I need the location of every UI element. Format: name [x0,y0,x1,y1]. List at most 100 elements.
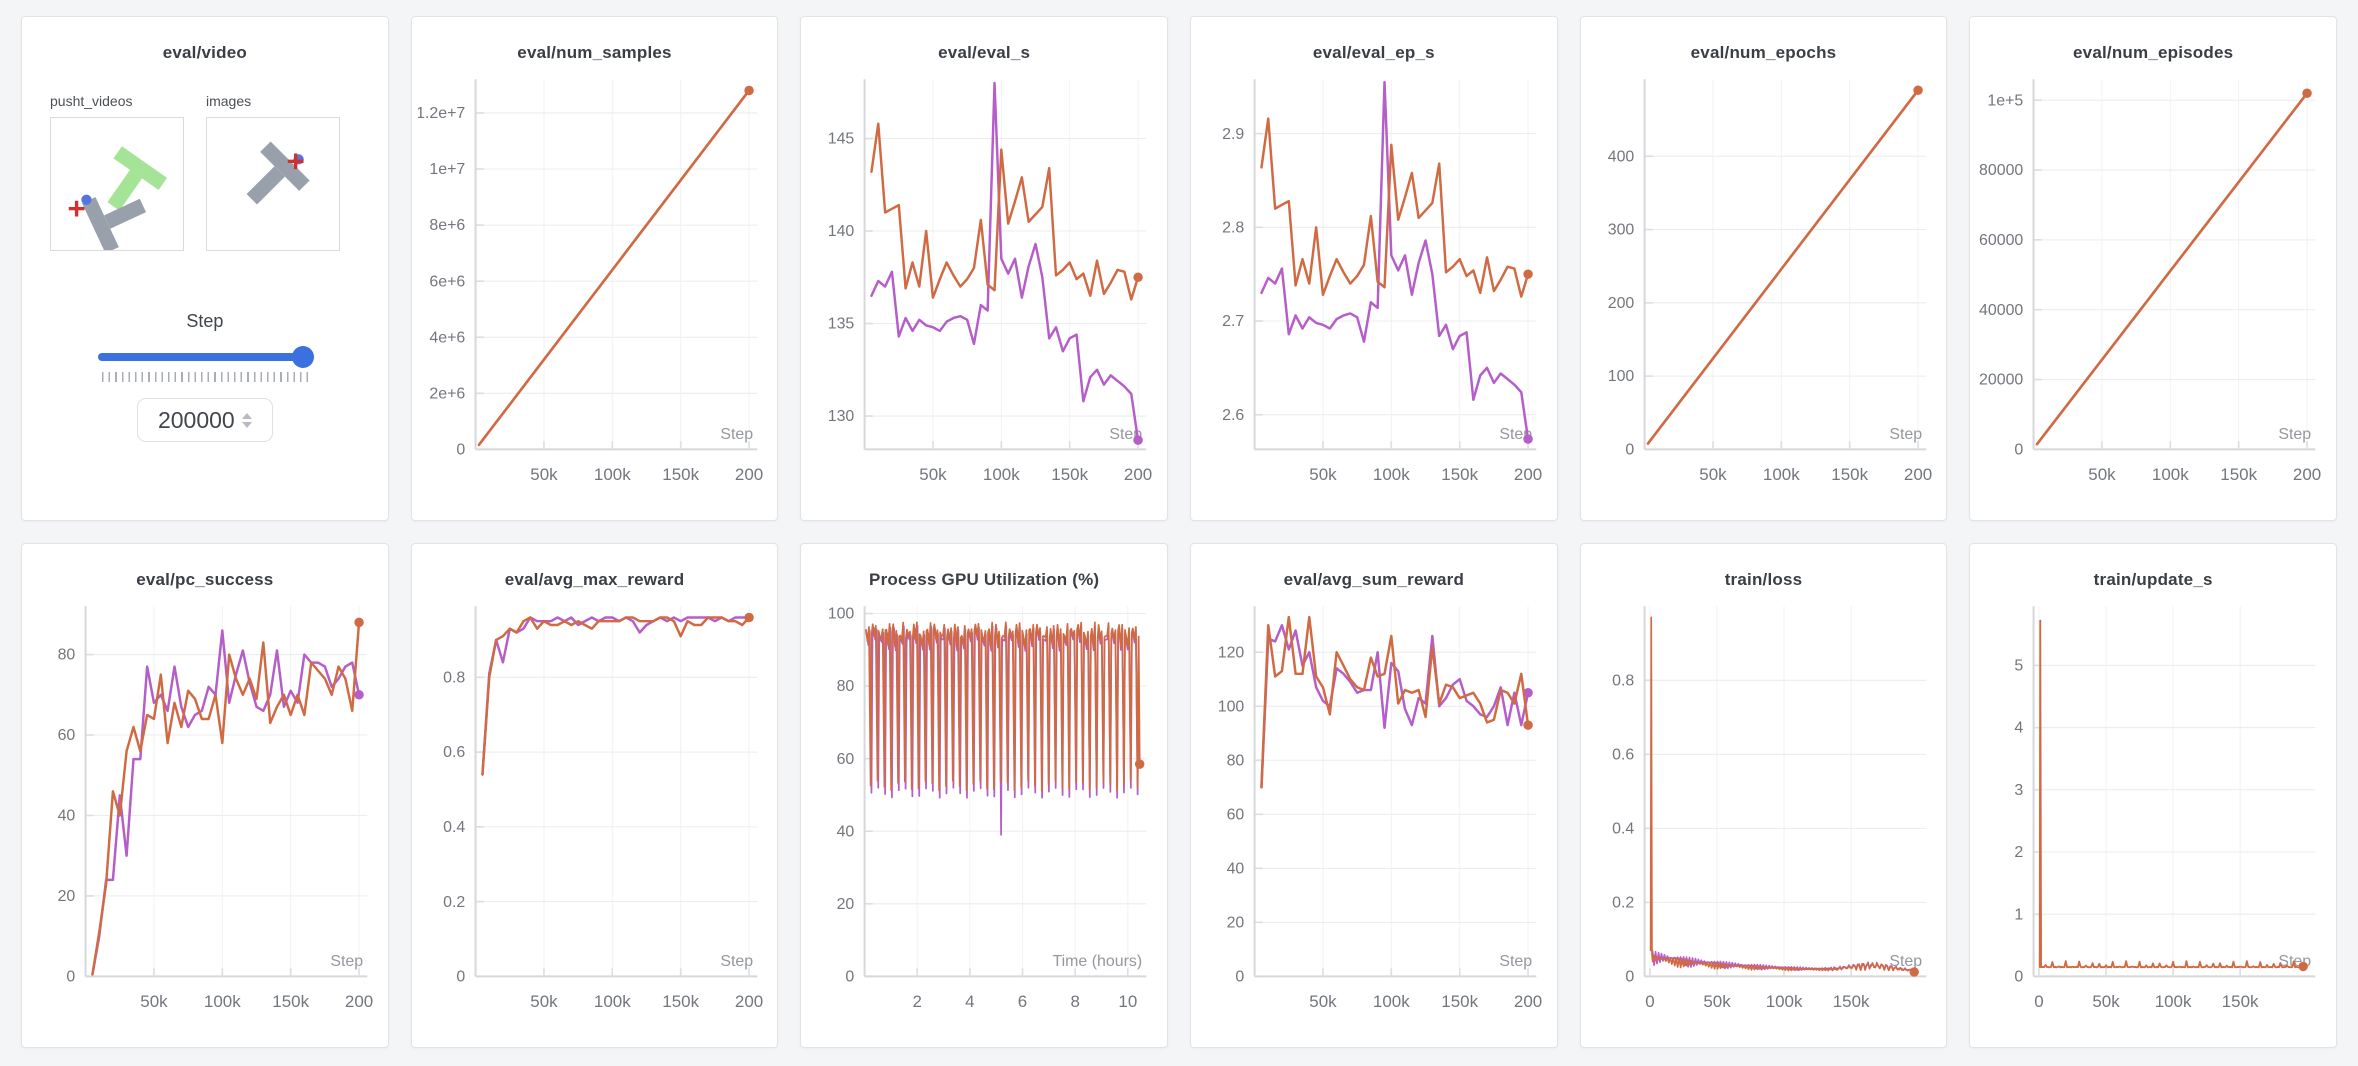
svg-text:150k: 150k [1831,465,1868,484]
svg-text:2.6: 2.6 [1222,407,1244,424]
svg-text:1e+7: 1e+7 [429,161,465,178]
line-chart[interactable]: 0 20 40 60 80 100 120 50k 100k 150k 200 Step [1191,594,1557,1032]
svg-text:2.7: 2.7 [1222,313,1244,330]
panel-train-update-s: train/update_s 0 1 2 3 4 5 0 50k 100k 150k Step [1969,543,2337,1048]
svg-text:2: 2 [2015,844,2024,861]
svg-text:80: 80 [58,647,76,664]
svg-text:4e+6: 4e+6 [429,329,465,346]
line-chart[interactable]: 0 2e+6 4e+6 6e+6 8e+6 1e+7 1.2e+7 50k 100k 150k 20… [412,67,778,505]
chart-title: Process GPU Utilization (%) [869,570,1100,589]
panel-eval-avg-max-reward: eval/avg_max_reward 0 0.2 0.4 0.6 0.8 50k 100k… [410,543,779,1048]
panel-process-gpu-utilization: Process GPU Utilization (%) 0 20 40 60 80 100… [800,543,1168,1048]
svg-text:5: 5 [2015,658,2024,675]
step-down-icon[interactable] [241,421,252,428]
svg-text:Step: Step [330,953,363,970]
svg-text:0: 0 [1625,442,1634,459]
svg-text:50k: 50k [920,465,948,484]
media-item-pusht-videos: pusht_videos [50,93,184,251]
line-chart[interactable]: 0 0.2 0.4 0.6 0.8 50k 100k 150k 200 Step [412,594,778,1032]
svg-text:200: 200 [1607,295,1634,312]
svg-text:150k: 150k [272,992,309,1011]
line-chart[interactable]: 0 100 200 300 400 50k 100k 150k 200 Step [1581,67,1947,505]
svg-text:150k: 150k [1052,465,1089,484]
step-slider-track[interactable] [97,353,312,361]
chart-title: train/loss [1724,570,1803,589]
svg-text:2: 2 [913,992,922,1011]
svg-text:150k: 150k [1441,992,1478,1011]
svg-text:100k: 100k [1765,992,1802,1011]
svg-text:100k: 100k [594,992,631,1011]
svg-text:150k: 150k [2222,992,2259,1011]
svg-text:0.2: 0.2 [1612,895,1634,912]
svg-text:20: 20 [58,888,76,905]
chart-title: eval/avg_sum_reward [1283,570,1465,589]
panel-train-loss: train/loss 0 0.2 0.4 0.6 0.8 0 50k 100k 150k Step [1579,543,1948,1048]
svg-text:0: 0 [456,969,465,986]
svg-text:6e+6: 6e+6 [429,273,465,290]
svg-text:0.6: 0.6 [1612,746,1634,763]
line-chart[interactable]: 2.6 2.7 2.8 2.9 50k 100k 150k 200 Step [1191,67,1557,505]
line-chart[interactable]: 130 135 140 145 50k 100k 150k 200 Step [801,67,1167,505]
svg-text:1: 1 [2015,906,2024,923]
svg-text:2e+6: 2e+6 [429,385,465,402]
step-input[interactable]: 200000 [136,398,273,442]
step-slider[interactable] [97,346,314,368]
svg-text:200: 200 [1514,992,1542,1011]
stepper-arrows-icon[interactable] [241,412,252,428]
image-thumbnail[interactable] [206,117,340,251]
step-up-icon[interactable] [241,412,252,419]
svg-text:8: 8 [1071,992,1080,1011]
svg-text:0.4: 0.4 [443,819,465,836]
line-chart[interactable]: 0 20 40 60 80 50k 100k 150k 200 Step [22,594,388,1032]
svg-text:3: 3 [2015,782,2024,799]
svg-text:Step: Step [1889,953,1922,970]
svg-text:135: 135 [828,316,855,333]
svg-text:0.6: 0.6 [443,744,465,761]
gray-t-shape [246,141,310,205]
svg-text:140: 140 [828,223,855,240]
svg-text:60: 60 [837,751,855,768]
line-chart[interactable]: 0 20 40 60 80 100 2 4 6 8 10 Time (hours) [801,594,1167,1032]
chart-title: eval/num_episodes [2073,43,2234,62]
svg-text:20: 20 [1227,914,1245,931]
svg-text:80: 80 [837,678,855,695]
panel-eval-video: eval/video pusht_videos [21,16,389,521]
svg-text:50k: 50k [530,465,558,484]
svg-text:150k: 150k [2221,465,2258,484]
step-slider-label: Step [186,311,224,331]
svg-text:0: 0 [456,442,465,459]
svg-text:100k: 100k [1373,465,1410,484]
svg-text:40: 40 [1227,860,1245,877]
line-chart[interactable]: 0 1 2 3 4 5 0 50k 100k 150k Step [1970,594,2336,1032]
chart-title: eval/num_epochs [1690,43,1837,62]
chart-title: eval/eval_ep_s [1312,43,1435,62]
green-t-shape [107,146,168,211]
media-label: images [206,93,252,109]
panel-title: eval/video [162,43,247,62]
svg-text:300: 300 [1607,222,1634,239]
svg-text:100: 100 [1218,698,1245,715]
panel-eval-eval-s: eval/eval_s 130 135 140 145 50k 100k 150k 200 St… [800,16,1168,521]
chart-title: train/update_s [2093,570,2213,589]
line-chart[interactable]: 0 0.2 0.4 0.6 0.8 0 50k 100k 150k Step [1581,594,1947,1032]
svg-text:0.4: 0.4 [1612,820,1634,837]
svg-text:60: 60 [58,727,76,744]
svg-text:200: 200 [1514,465,1542,484]
svg-text:Step: Step [1889,426,1922,443]
svg-text:0: 0 [2015,442,2024,459]
svg-text:50k: 50k [1699,465,1727,484]
svg-text:50k: 50k [140,992,168,1011]
chart-title: eval/pc_success [136,570,274,589]
svg-text:1e+5: 1e+5 [1988,92,2024,109]
svg-text:0.8: 0.8 [1612,672,1634,689]
chart-title: eval/num_samples [517,43,672,62]
svg-text:40000: 40000 [1979,302,2023,319]
panel-eval-num-epochs: eval/num_epochs 0 100 200 300 400 50k 100k 150k… [1579,16,1948,521]
svg-text:200: 200 [1904,465,1932,484]
line-chart[interactable]: 0 20000 40000 60000 80000 1e+5 50k 100k 150k 200 S… [1970,67,2336,505]
step-slider-handle[interactable] [291,346,314,368]
pusht-video-thumbnail[interactable] [50,117,184,251]
chart-title: eval/eval_s [938,43,1031,62]
svg-text:10: 10 [1119,992,1138,1011]
